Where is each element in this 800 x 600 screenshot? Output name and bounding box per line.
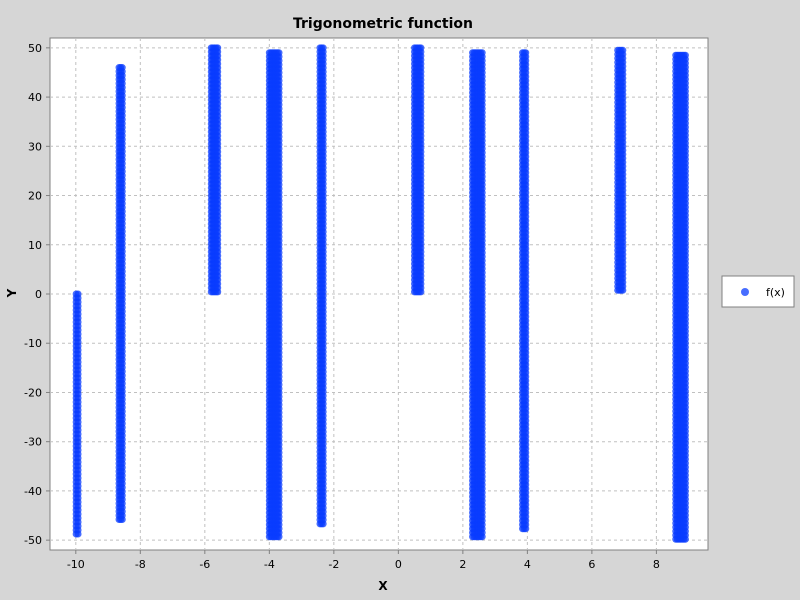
scatter-point bbox=[214, 288, 222, 296]
y-tick-label: 0 bbox=[35, 288, 42, 301]
x-tick-label: 4 bbox=[524, 558, 531, 571]
y-tick-label: 30 bbox=[28, 140, 42, 153]
scatter-point bbox=[478, 533, 486, 541]
y-tick-label: 20 bbox=[28, 190, 42, 203]
scatter-band bbox=[72, 290, 82, 538]
x-tick-label: -8 bbox=[135, 558, 146, 571]
scatter-band bbox=[469, 49, 486, 541]
y-tick-label: -50 bbox=[24, 534, 42, 547]
scatter-band bbox=[115, 64, 126, 524]
scatter-band bbox=[265, 49, 283, 541]
y-axis-label: Y bbox=[5, 288, 19, 298]
legend-box bbox=[721, 275, 795, 308]
scatter-point bbox=[275, 533, 283, 541]
x-tick-label: 2 bbox=[459, 558, 466, 571]
x-tick-label: -4 bbox=[264, 558, 275, 571]
scatter-point bbox=[319, 520, 327, 528]
y-tick-label: 50 bbox=[28, 42, 42, 55]
scatter-point bbox=[619, 286, 627, 294]
y-tick-label: -10 bbox=[24, 337, 42, 350]
scatter-point bbox=[681, 535, 689, 543]
scatter-band bbox=[519, 49, 530, 533]
x-axis-ticks: -10 -8 -6 -4 -2 0 2 4 6 8 bbox=[67, 550, 660, 571]
y-axis-ticks: -50 -40 -30 -20 -10 0 10 20 30 40 50 bbox=[24, 42, 50, 547]
scatter-band bbox=[672, 51, 689, 543]
scatter-point bbox=[522, 525, 530, 533]
scatter-points bbox=[72, 44, 689, 543]
x-tick-label: 8 bbox=[653, 558, 660, 571]
legend-marker bbox=[741, 288, 749, 296]
x-tick-label: -6 bbox=[199, 558, 210, 571]
x-axis-label: X bbox=[378, 579, 388, 593]
scatter-point bbox=[118, 516, 126, 524]
x-tick-label: -2 bbox=[328, 558, 339, 571]
x-tick-label: -10 bbox=[67, 558, 85, 571]
scatter-band bbox=[316, 44, 327, 528]
scatter-band bbox=[614, 46, 627, 294]
legend-label: f(x) bbox=[766, 286, 785, 299]
x-tick-label: 0 bbox=[395, 558, 402, 571]
chart-title: Trigonometric function bbox=[293, 16, 473, 32]
x-tick-label: 6 bbox=[588, 558, 595, 571]
scatter-band bbox=[410, 44, 425, 296]
y-tick-label: -30 bbox=[24, 436, 42, 449]
y-tick-label: 10 bbox=[28, 239, 42, 252]
legend: f(x) bbox=[721, 275, 795, 308]
y-tick-label: -20 bbox=[24, 386, 42, 399]
scatter-point bbox=[74, 530, 82, 538]
y-tick-label: -40 bbox=[24, 485, 42, 498]
grid bbox=[50, 38, 708, 550]
scatter-point bbox=[417, 288, 425, 296]
y-tick-label: 40 bbox=[28, 91, 42, 104]
scatter-band bbox=[207, 44, 222, 296]
